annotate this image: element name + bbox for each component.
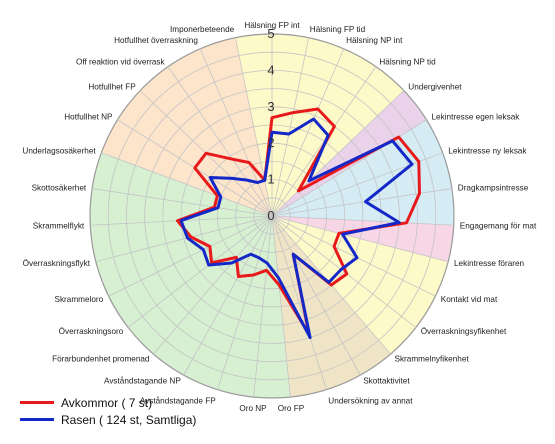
grid-spoke xyxy=(92,188,273,217)
grid-spoke xyxy=(217,215,273,390)
series-line-avkommor xyxy=(176,107,421,336)
radar-grid xyxy=(89,33,455,399)
axis-label: Skottaktivitet xyxy=(363,376,410,385)
legend: Avkommor ( 7 st) Rasen ( 124 st, Samtlig… xyxy=(20,394,196,428)
axis-label: Kontakt vid mat xyxy=(441,295,498,304)
axis-label: Hälsning NP tid xyxy=(379,58,436,67)
tick-label: 0 xyxy=(267,208,274,223)
grid-spoke xyxy=(271,188,452,217)
grid-spoke xyxy=(167,66,273,217)
grid-spoke xyxy=(271,215,361,376)
axis-labels: Hälsning FP int Hälsning FP tid Hälsning N… xyxy=(22,21,537,413)
axis-label: Underlagsosäkerhet xyxy=(22,147,96,156)
axis-label: Hälsning NP int xyxy=(346,36,403,45)
tick-label: 1 xyxy=(267,172,274,187)
tick-label: 5 xyxy=(267,26,274,41)
legend-item: Avkommor ( 7 st) xyxy=(20,394,196,411)
axis-label: Överraskningsyfikenhet xyxy=(421,326,507,336)
grid-spoke xyxy=(271,215,417,328)
axis-label: Imponerbeteende xyxy=(170,25,235,34)
axis-label: Skrammelflykt xyxy=(33,222,85,231)
grid-spoke xyxy=(271,215,449,263)
grid-spoke xyxy=(271,215,436,297)
sector-band xyxy=(272,34,404,216)
grid-spoke xyxy=(253,215,273,398)
axis-label: Dragkampsintresse xyxy=(458,184,529,193)
grid-spoke xyxy=(127,215,273,328)
grid-spoke xyxy=(271,37,310,217)
tick-label: 2 xyxy=(267,135,274,150)
axis-label: Lekintresse ny leksak xyxy=(448,147,527,156)
series-layer xyxy=(176,107,421,340)
tick-labels: 0 1 2 3 4 5 xyxy=(267,26,274,223)
axis-label: Engagemang för mat xyxy=(460,222,537,231)
axis-label: Lekintresse föraren xyxy=(454,259,525,268)
legend-label-avkommor: Avkommor ( 7 st) xyxy=(61,395,153,410)
legend-swatch-avkommor xyxy=(20,401,54,404)
sector-band xyxy=(101,37,273,216)
axis-label: Skottosäkerhet xyxy=(32,184,87,193)
grid-spoke xyxy=(108,215,273,297)
tick-label: 4 xyxy=(267,62,274,77)
axis-label: Hälsning FP int xyxy=(244,21,300,30)
axis-label: Överraskningsflykt xyxy=(23,258,91,268)
axis-label: Skrammeloro xyxy=(55,295,104,304)
axis-label: Hotfullhet FP xyxy=(88,83,136,92)
grid-spoke xyxy=(271,90,405,217)
axis-label: Avståndstagande NP xyxy=(104,375,181,385)
axis-label: Oro FP xyxy=(278,404,305,413)
grid-spoke xyxy=(271,215,291,398)
axis-label: Skrammelnyfikenhet xyxy=(395,355,470,364)
grid-spoke xyxy=(271,215,327,390)
grid-spoke xyxy=(153,215,273,355)
axis-label: Hotfullhet NP xyxy=(64,113,113,122)
legend-label-rasen: Rasen ( 124 st, Samtliga) xyxy=(61,412,197,427)
grid-spoke xyxy=(183,215,273,376)
axis-label: Hälsning FP tid xyxy=(310,25,366,34)
grid-spoke xyxy=(271,152,443,217)
legend-item: Rasen ( 124 st, Samtliga) xyxy=(20,411,196,428)
legend-swatch-rasen xyxy=(20,418,54,421)
grid-spoke xyxy=(101,152,273,217)
series-line-rasen xyxy=(179,117,414,340)
grid-spoke xyxy=(199,48,273,217)
axis-label: Avståndstagande FP xyxy=(140,395,216,405)
grid-spoke xyxy=(271,215,454,226)
axis-label: Undersökning av annat xyxy=(328,396,413,405)
axis-label: Förarbundenhet promenad xyxy=(52,355,150,364)
grid-spoke xyxy=(271,119,427,217)
tick-label: 3 xyxy=(267,99,274,114)
grid-spoke xyxy=(271,48,345,217)
axis-label: Undergivenhet xyxy=(408,83,462,92)
grid-spoke xyxy=(95,215,273,263)
grid-spoke xyxy=(234,37,273,217)
axis-label: Lekintresse egen leksak xyxy=(432,113,521,122)
axis-label: Off reaktion vid överrask xyxy=(76,58,165,67)
axis-label: Hotfullhet överraskning xyxy=(114,36,198,45)
axis-label: Överraskningsoro xyxy=(59,326,124,336)
sector-band xyxy=(89,152,291,399)
axis-label: Oro NP xyxy=(239,404,267,413)
